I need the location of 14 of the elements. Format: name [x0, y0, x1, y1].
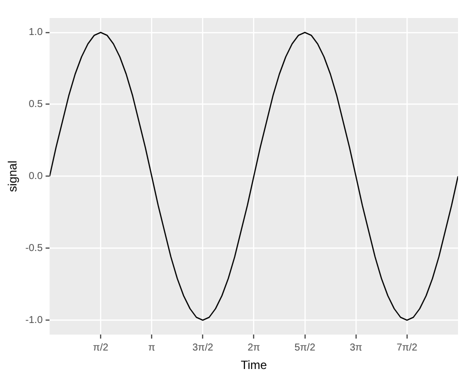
x-tick-label: 2π	[248, 342, 260, 354]
x-axis-title: Time	[240, 358, 268, 372]
x-tick-label: π	[148, 342, 156, 354]
y-tick-label: 0.5	[28, 99, 44, 110]
y-tick-label: -0.5	[25, 243, 44, 254]
x-tick-label: 3π	[350, 342, 362, 354]
y-tick-label: -1.0	[25, 314, 44, 326]
x-tick-label: 7π/2	[396, 342, 418, 354]
y-tick-label: 1.0	[28, 27, 44, 38]
y-tick-label: 0.0	[28, 171, 44, 182]
x-tick-label: 3π/2	[192, 342, 214, 354]
x-tick-label: 5π/2	[294, 342, 316, 354]
y-axis-title: signal	[6, 160, 20, 192]
x-tick-label: π/2	[93, 342, 109, 354]
